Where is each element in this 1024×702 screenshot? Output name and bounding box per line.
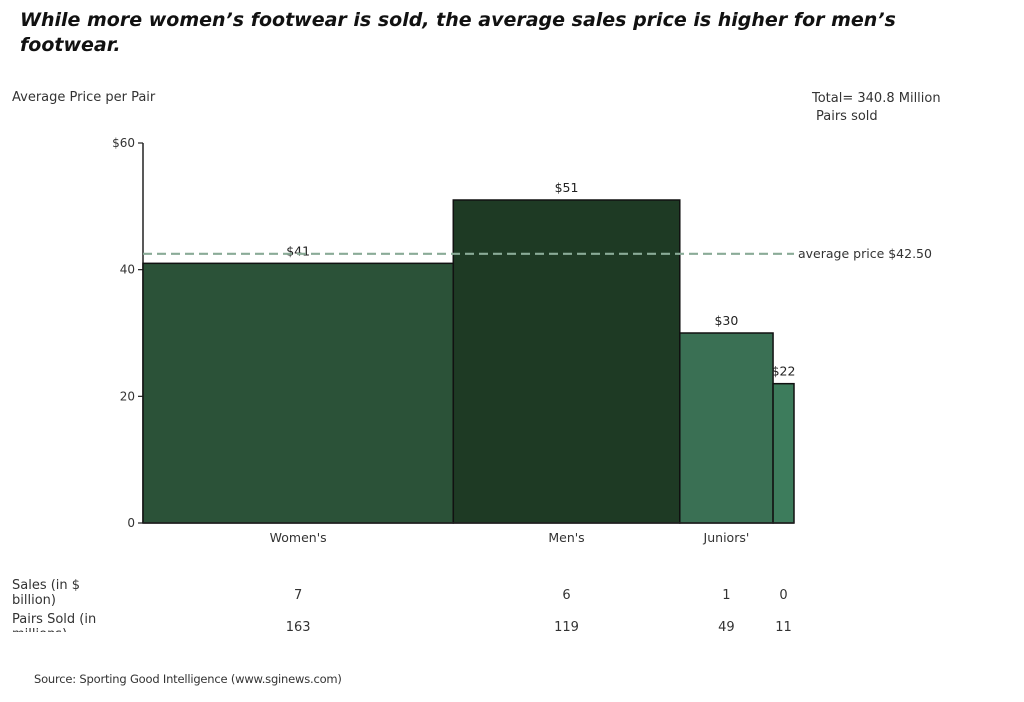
x-category-label: Women's bbox=[270, 530, 327, 545]
sales-cell: 0 bbox=[779, 588, 788, 603]
sales-cell: 6 bbox=[562, 588, 571, 603]
y-tick-label: 20 bbox=[120, 389, 135, 403]
chart-title: While more women’s footwear is sold, the… bbox=[20, 9, 896, 56]
average-price-label: average price $42.50 bbox=[798, 246, 932, 261]
source-note: Source: Sporting Good Intelligence (www.… bbox=[34, 672, 342, 686]
x-category-label: Juniors' bbox=[703, 530, 750, 545]
sales-row-label: Sales (in $ billion) bbox=[12, 578, 81, 608]
bar-value-label: $30 bbox=[714, 313, 738, 328]
pairs-sold-cell: 163 bbox=[285, 620, 311, 635]
sales-cell: 7 bbox=[293, 588, 303, 603]
total-note-line-2: Pairs sold bbox=[816, 109, 878, 124]
bar-value-label: $51 bbox=[555, 180, 579, 195]
total-note: Total= 340.8 Million Pairs sold bbox=[812, 90, 941, 126]
pairs-sold-row-label: Pairs Sold (in millions) bbox=[12, 612, 97, 632]
bar-value-label: $22 bbox=[772, 364, 796, 379]
marimekko-chart: 0 20 40 $60 $41 Women's $51 Men's $30 Juniors' $22… bbox=[112, 136, 932, 545]
bar-men-s bbox=[452, 199, 681, 524]
y-axis-label: Average Price per Pair bbox=[12, 90, 156, 105]
bar-women-s bbox=[142, 262, 455, 524]
bar-juniors- bbox=[679, 332, 774, 524]
bar-value-label: $41 bbox=[286, 243, 310, 258]
x-category-label: Men's bbox=[548, 530, 584, 545]
pairs-sold-cell: 11 bbox=[775, 620, 792, 635]
bar-segment-4 bbox=[772, 382, 795, 524]
y-tick-label: 40 bbox=[120, 263, 135, 277]
y-tick-label: 0 bbox=[127, 516, 135, 530]
y-tick-label: $60 bbox=[112, 136, 135, 150]
pairs-sold-cell: 49 bbox=[718, 620, 735, 635]
pairs-sold-cell: 119 bbox=[554, 620, 579, 635]
total-note-line-1: Total= 340.8 Million bbox=[812, 91, 941, 106]
sales-cell: 1 bbox=[722, 588, 731, 603]
